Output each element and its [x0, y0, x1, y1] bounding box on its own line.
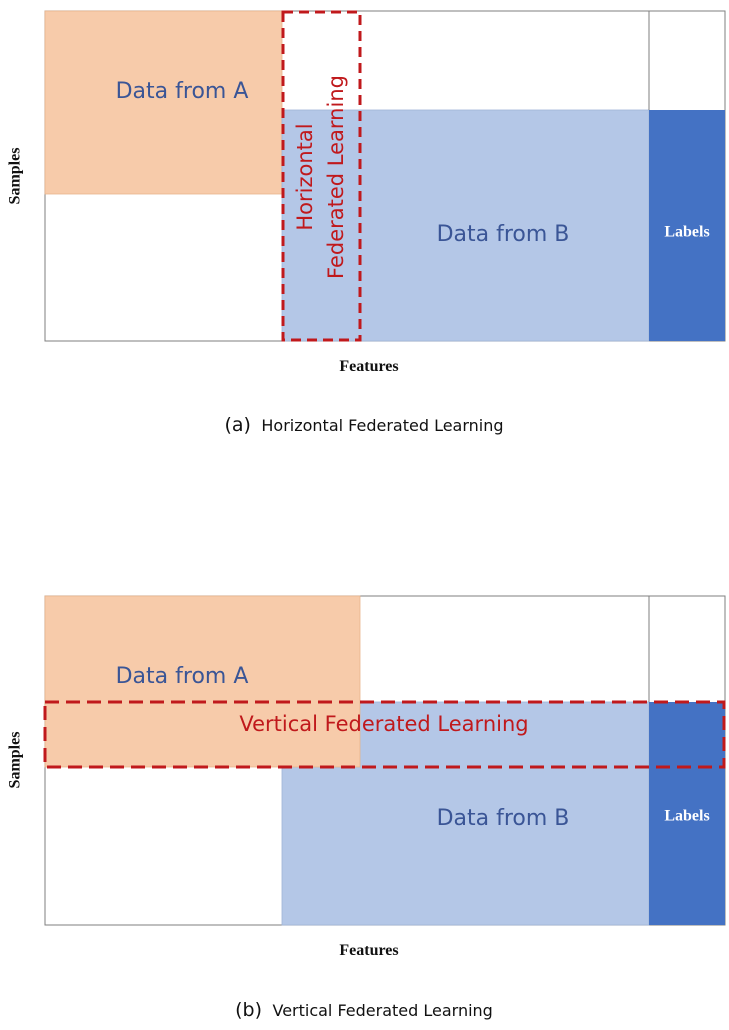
panel-b: Data from A Data from B Labels Vertical … [7, 595, 726, 1021]
panel-a-caption: (a) Horizontal Federated Learning [224, 414, 503, 436]
panel-a-fl-label-line1: Horizontal [293, 123, 317, 230]
panel-b-labels-label: Labels [664, 808, 709, 825]
panel-a-fl-label-line2: Federated Learning [324, 75, 348, 279]
panel-a-party-b-region [281, 109, 650, 342]
panel-a-caption-text: Horizontal Federated Learning [261, 416, 503, 435]
panel-b-fl-label: Vertical Federated Learning [239, 712, 528, 736]
panel-b-labels-region [649, 702, 725, 925]
panel-a-y-axis-label: Samples [7, 148, 24, 205]
panel-a-horizontal-fl-box [281, 10, 362, 342]
panel-a-caption-prefix: (a) [224, 414, 250, 436]
panel-a-x-axis-label: Features [339, 358, 398, 375]
panel-b-caption: (b) Vertical Federated Learning [235, 999, 493, 1021]
panel-b-caption-prefix: (b) [235, 999, 262, 1021]
panel-a-party-b-label: Data from B [437, 222, 570, 247]
panel-a: Data from A Data from B Labels Horizonta… [7, 10, 726, 436]
panel-a-labels-region [649, 110, 725, 341]
panel-b-party-a-label: Data from A [116, 664, 249, 689]
panel-b-vertical-fl-box [43, 700, 726, 769]
panel-a-party-a-region [44, 10, 283, 195]
panel-a-party-a-label: Data from A [116, 79, 249, 104]
panel-a-labels-label: Labels [664, 224, 709, 241]
panel-b-caption-text: Vertical Federated Learning [272, 1001, 492, 1020]
panel-b-y-axis-label: Samples [7, 732, 24, 789]
panel-b-party-a-region [44, 595, 361, 768]
panel-b-x-axis-label: Features [339, 942, 398, 959]
panel-b-party-b-label: Data from B [437, 806, 570, 831]
